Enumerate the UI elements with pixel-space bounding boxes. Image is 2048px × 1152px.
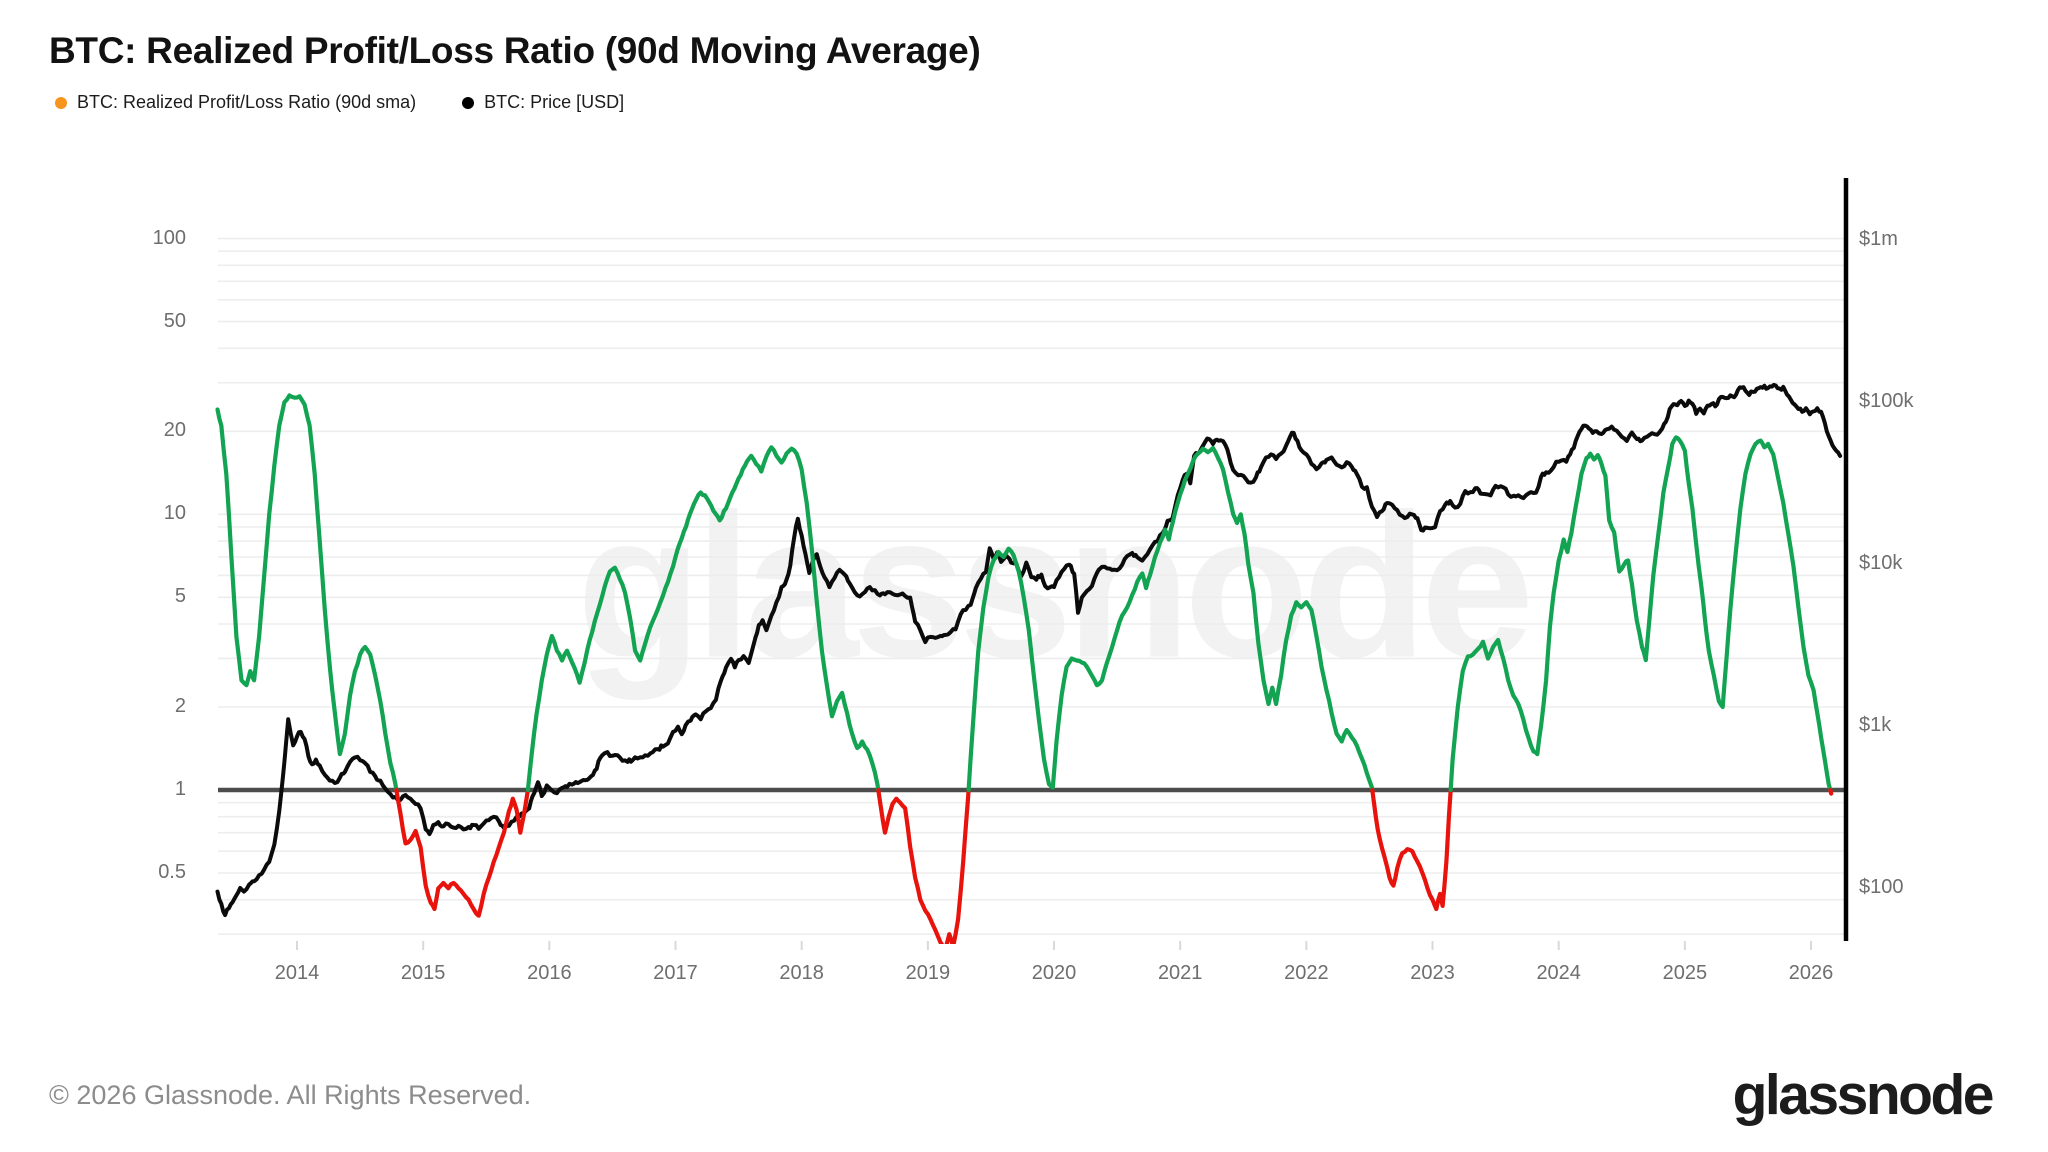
right-axis-tick: $100: [1859, 876, 1904, 898]
x-axis-tick: 2014: [274, 962, 320, 984]
x-axis-tick: 2019: [905, 962, 951, 984]
left-axis-tick: 2: [174, 695, 186, 717]
right-axis-tick: $10k: [1859, 552, 1903, 574]
ratio-legend-dot-icon: [55, 96, 67, 109]
legend-item-label: BTC: Realized Profit/Loss Ratio (90d sma…: [77, 92, 417, 112]
copyright-text: © 2026 Glassnode. All Rights Reserved.: [49, 1080, 532, 1110]
left-axis-tick: 20: [163, 419, 186, 442]
left-axis-tick: 100: [152, 226, 186, 249]
legend-item-ratio[interactable]: BTC: Realized Profit/Loss Ratio (90d sma…: [55, 92, 416, 113]
x-axis-tick: 2020: [1031, 962, 1077, 984]
legend-item-price[interactable]: BTC: Price [USD]: [462, 92, 624, 113]
left-axis-tick: 10: [163, 502, 186, 525]
price-legend-dot-icon: [462, 96, 475, 109]
left-axis-tick: 0.5: [158, 860, 186, 883]
glassnode-logo: glassnode: [1732, 1063, 1995, 1127]
left-axis-tick: 50: [163, 309, 186, 332]
x-axis-tick: 2015: [400, 962, 446, 984]
x-axis-tick: 2021: [1157, 962, 1203, 984]
left-axis-tick: 5: [174, 585, 186, 608]
x-axis-tick: 2017: [653, 962, 698, 984]
x-axis-tick: 2016: [527, 962, 572, 984]
x-axis-tick: 2024: [1536, 962, 1581, 984]
x-axis-tick: 2025: [1662, 962, 1708, 984]
x-axis-tick: 2026: [1788, 962, 1834, 984]
right-axis-tick: $1k: [1859, 714, 1892, 736]
chart-legend: BTC: Realized Profit/Loss Ratio (90d sma…: [55, 92, 624, 113]
right-axis-tick: $1m: [1859, 228, 1898, 250]
x-axis-tick: 2023: [1410, 962, 1455, 984]
page-title: BTC: Realized Profit/Loss Ratio (90d Mov…: [49, 30, 981, 71]
right-axis-tick: $100k: [1859, 390, 1914, 412]
legend-item-label: BTC: Price [USD]: [484, 92, 625, 112]
x-axis-tick: 2022: [1284, 962, 1329, 984]
x-axis-tick: 2018: [779, 962, 824, 984]
left-axis-tick: 1: [174, 778, 186, 800]
